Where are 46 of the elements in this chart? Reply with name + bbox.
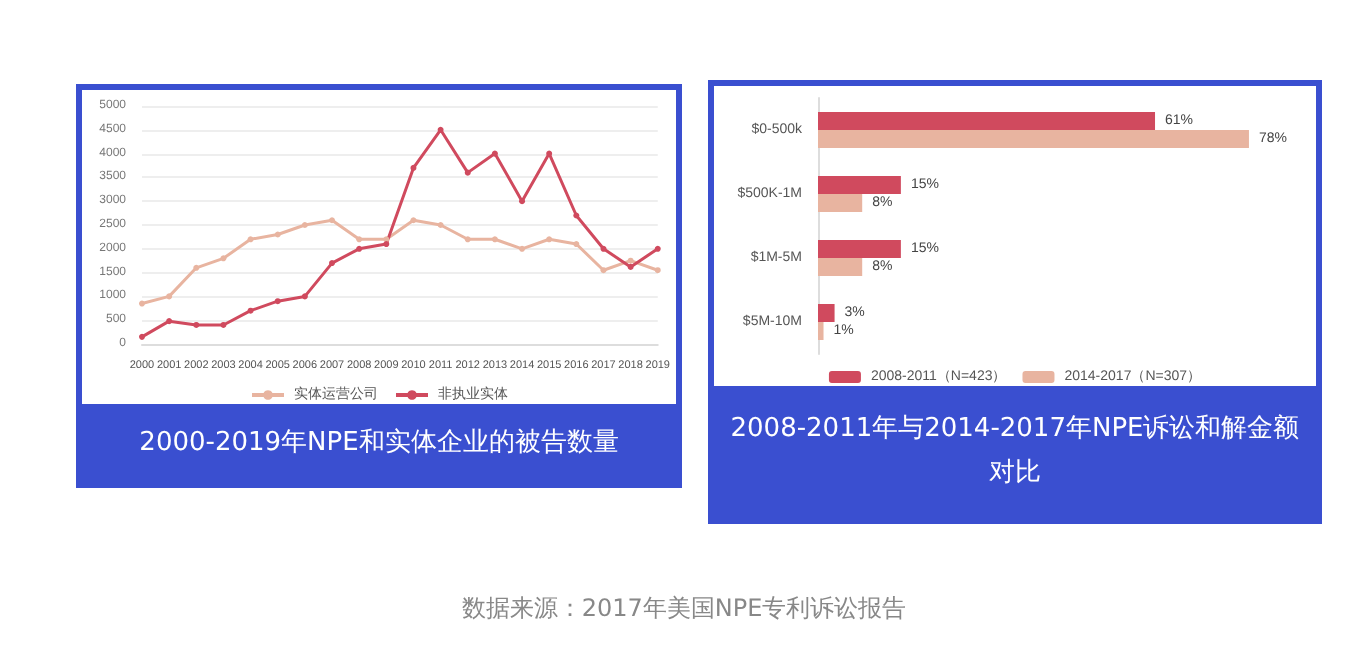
point [383, 241, 390, 248]
bar [818, 130, 1249, 148]
bar [818, 194, 863, 212]
point [410, 164, 417, 171]
point [329, 217, 336, 224]
point [356, 236, 363, 243]
point [600, 245, 607, 252]
line-series [139, 217, 661, 307]
text: 2008-2011年与2014-2017年NPE诉讼和解金额对比 [714, 386, 1316, 518]
point [166, 318, 173, 325]
point [166, 293, 173, 300]
point [654, 267, 661, 274]
point [410, 217, 417, 224]
point [573, 241, 580, 248]
bar [818, 240, 901, 258]
bar [818, 304, 835, 322]
text: 2000-2019年NPE和实体企业的被告数量 [82, 404, 676, 482]
point [627, 257, 634, 264]
point [546, 236, 553, 243]
point [437, 126, 444, 133]
point [519, 198, 526, 205]
point [464, 169, 471, 176]
point [274, 298, 281, 305]
point [464, 236, 471, 243]
bar [818, 176, 901, 194]
point [491, 236, 498, 243]
bar [818, 258, 863, 276]
point [139, 333, 145, 340]
point [301, 293, 308, 300]
point [139, 300, 145, 307]
point [519, 245, 526, 252]
bar [818, 112, 1156, 130]
point [600, 267, 607, 274]
point [546, 150, 553, 157]
bar [818, 322, 824, 340]
point [193, 264, 200, 271]
source-note: 数据来源：2017年美国NPE专利诉讼报告 [459, 592, 909, 626]
point [247, 307, 254, 314]
line-series [139, 126, 661, 340]
point [627, 263, 634, 270]
point [247, 236, 254, 243]
point [220, 255, 227, 262]
point [654, 245, 661, 252]
point [356, 245, 363, 252]
point [491, 150, 498, 157]
point [220, 321, 227, 328]
